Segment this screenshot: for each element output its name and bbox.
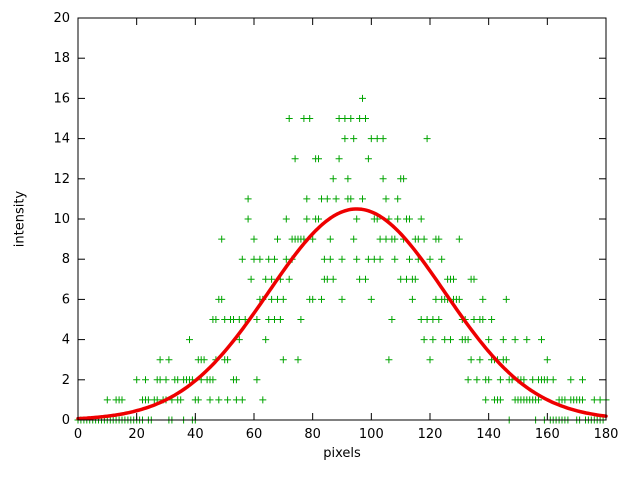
y-tick-label: 18 [53,51,70,66]
x-tick-label: 0 [74,427,82,442]
x-tick-label: 40 [187,427,204,442]
y-tick-label: 8 [62,252,70,267]
x-tick-label: 60 [246,427,263,442]
y-tick-label: 2 [62,373,70,388]
y-tick-label: 16 [53,91,70,106]
x-axis-title: pixels [323,446,361,461]
y-ticks: 0 2 4 6 8 10 12 14 16 18 20 [53,11,606,428]
x-tick-label: 20 [128,427,145,442]
y-tick-label: 14 [53,132,70,147]
fit-curve [76,207,608,421]
x-ticks: 0 20 40 60 80 100 120 140 160 180 [74,18,619,442]
y-tick-label: 6 [62,292,70,307]
y-tick-label: 4 [62,333,70,348]
y-tick-label: 0 [62,413,70,428]
x-tick-label: 160 [535,427,560,442]
y-tick-label: 20 [53,11,70,26]
x-tick-label: 80 [304,427,321,442]
y-axis-title: intensity [12,190,28,248]
x-tick-label: 140 [476,427,501,442]
scatter-series [74,94,610,424]
y-tick-label: 12 [53,172,70,187]
x-tick-label: 100 [359,427,384,442]
y-tick-label: 10 [53,212,70,227]
x-tick-label: 120 [418,427,443,442]
x-tick-label: 180 [594,427,619,442]
